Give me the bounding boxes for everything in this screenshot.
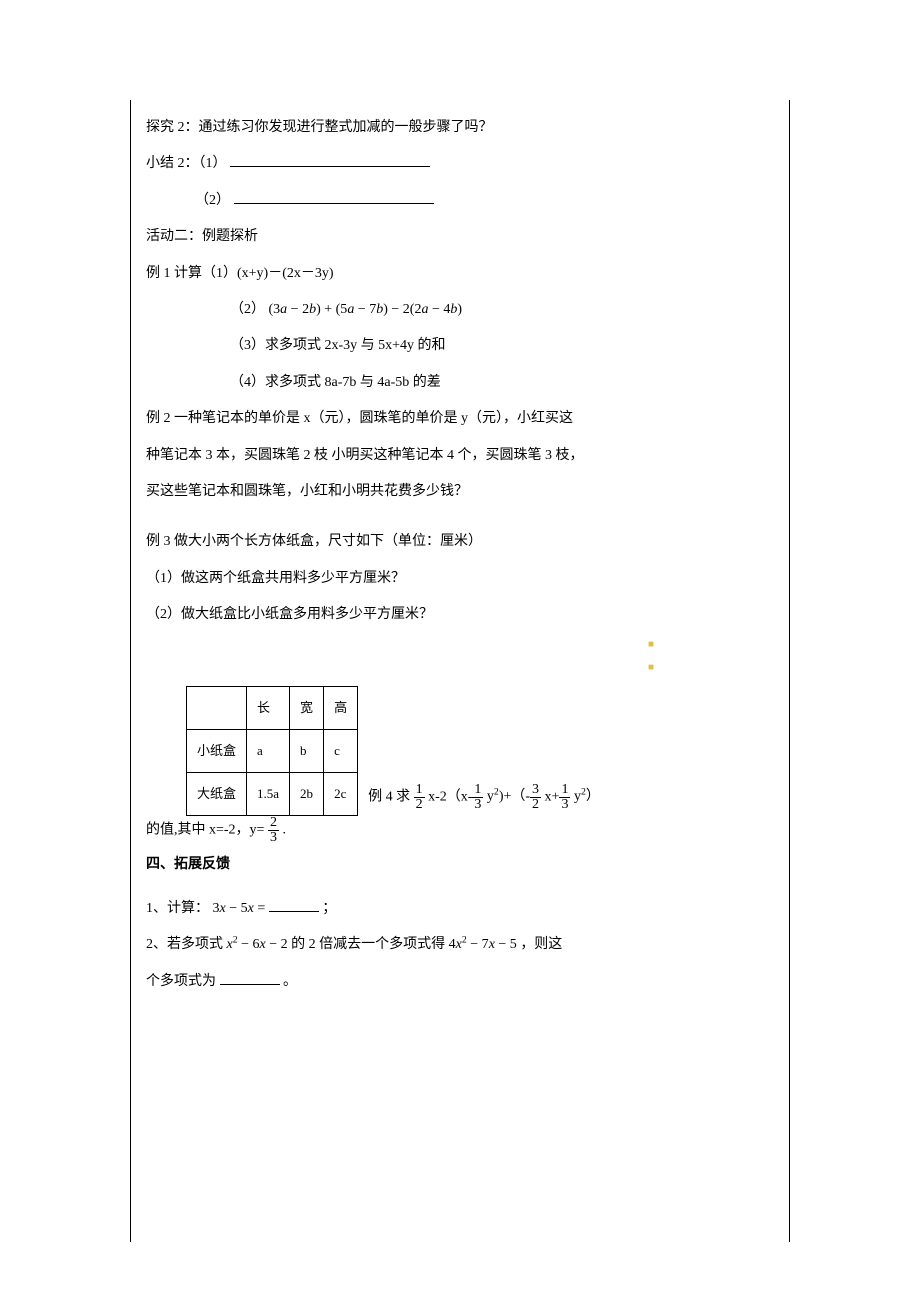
q2-poly2: 4x2 − 7x − 5 [449, 937, 517, 952]
inquiry-2: 探究 2：通过练习你发现进行整式加减的一般步骤了吗？ [146, 110, 774, 146]
blank-line-1[interactable] [230, 152, 430, 167]
q2-b-suffix: 。 [283, 974, 297, 989]
table-cell: 小纸盒 [187, 730, 247, 773]
q1-suffix: ； [322, 901, 336, 916]
q2-suffix-a: ，则这 [520, 937, 562, 952]
ex1-2-expression: (3a − 2b) + (5a − 7b) − 2(2a − 4b) [269, 302, 463, 317]
example-3-q1: （1）做这两个纸盒共用料多少平方厘米？ [146, 561, 774, 597]
table-cell: 大纸盒 [187, 772, 247, 815]
table-cell: c [324, 730, 358, 773]
section-4-heading: 四、拓展反馈 [146, 845, 774, 881]
q2-prefix: 2、若多项式 [146, 937, 223, 952]
fraction: 32 [530, 783, 541, 812]
example-1-part4: （4）求多项式 8a-7b 与 4a-5b 的差 [146, 365, 774, 401]
question-2-line2: 个多项式为 。 [146, 964, 774, 1000]
q1-expr: 3x − 5x = [213, 901, 266, 916]
page: 探究 2：通过练习你发现进行整式加减的一般步骤了吗？ 小结 2：（1） （2） … [0, 0, 920, 1302]
blank-line-3[interactable] [269, 897, 319, 912]
example-3-heading: 例 3 做大小两个长方体纸盒，尺寸如下（单位：厘米） [146, 524, 774, 560]
table-cell: b [290, 730, 324, 773]
table-cell: 2b [290, 772, 324, 815]
math-text: y2） [570, 789, 599, 804]
ex4-prefix: 例 4 求 [368, 789, 410, 804]
q2-b: 个多项式为 [146, 974, 216, 989]
table-header [187, 687, 247, 730]
table-header: 宽 [290, 687, 324, 730]
fraction: 23 [268, 816, 279, 845]
table-cell: a [247, 730, 290, 773]
box-dimensions-table: 长 宽 高 小纸盒 a b c 大纸盒 1.5a 2b 2c [186, 686, 358, 815]
summary-2-label: 小结 2：（1） [146, 156, 227, 171]
math-text: y2)+（- [483, 789, 530, 804]
example-1-part2: （2） (3a − 2b) + (5a − 7b) − 2(2a − 4b) [146, 292, 774, 328]
math-text: x-2（x- [428, 789, 472, 804]
example-2-line2: 种笔记本 3 本，买圆珠笔 2 枝 小明买这种笔记本 4 个，买圆珠笔 3 枝， [146, 438, 774, 474]
table-header: 高 [324, 687, 358, 730]
ex4-tail-a: 的值,其中 x=-2，y= [146, 822, 264, 837]
math-text: x+ [541, 789, 559, 804]
example-1-part3: （3）求多项式 2x-3y 与 5x+4y 的和 [146, 328, 774, 364]
blank-line-2[interactable] [234, 189, 434, 204]
dot-icon: ■ [618, 662, 654, 673]
dot-icon: ■ [648, 639, 654, 650]
summary-2-item2: （2） [146, 183, 774, 219]
table-row: 长 宽 高 [187, 687, 358, 730]
example-2-line3: 买这些笔记本和圆珠笔，小红和小明共花费多少钱？ [146, 474, 774, 510]
example-4-expression: 例 4 求 12 x-2（x-13 y2)+（-32 x+13 y2） [358, 783, 600, 816]
example-2-line1: 例 2 一种笔记本的单价是 x（元），圆珠笔的单价是 y（元），小红买这 [146, 401, 774, 437]
decor-dots: ■ ■ [146, 633, 774, 678]
table-header: 长 [247, 687, 290, 730]
q2-poly1: x2 − 6x − 2 [227, 937, 288, 952]
fraction: 13 [559, 783, 570, 812]
example-1-part1: 例 1 计算（1）(x+y)－(2x－3y) [146, 256, 774, 292]
summary-2-item1: 小结 2：（1） [146, 146, 774, 182]
q2-mid: 的 2 倍减去一个多项式得 [291, 937, 445, 952]
ex4-tail-b: . [282, 822, 286, 837]
question-1: 1、计算： 3x − 5x = ； [146, 891, 774, 927]
question-2-line1: 2、若多项式 x2 − 6x − 2 的 2 倍减去一个多项式得 4x2 − 7… [146, 927, 774, 963]
q1-prefix: 1、计算： [146, 901, 209, 916]
fraction: 12 [414, 783, 425, 812]
fraction: 13 [472, 783, 483, 812]
table-cell: 2c [324, 772, 358, 815]
example-4-tail: 的值,其中 x=-2，y= 23 . [146, 816, 774, 845]
blank-line-4[interactable] [220, 970, 280, 985]
table-row: 大纸盒 1.5a 2b 2c [187, 772, 358, 815]
example-3-q2: （2）做大纸盒比小纸盒多用料多少平方厘米？ [146, 597, 774, 633]
activity-2-heading: 活动二：例题探析 [146, 219, 774, 255]
content-frame: 探究 2：通过练习你发现进行整式加减的一般步骤了吗？ 小结 2：（1） （2） … [130, 100, 790, 1242]
table-row: 小纸盒 a b c [187, 730, 358, 773]
ex1-2-prefix: （2） [230, 302, 265, 317]
table-and-ex4-row: 长 宽 高 小纸盒 a b c 大纸盒 1.5a 2b 2c 例 [146, 678, 774, 815]
summary-2-item2-label: （2） [195, 193, 230, 208]
table-cell: 1.5a [247, 772, 290, 815]
